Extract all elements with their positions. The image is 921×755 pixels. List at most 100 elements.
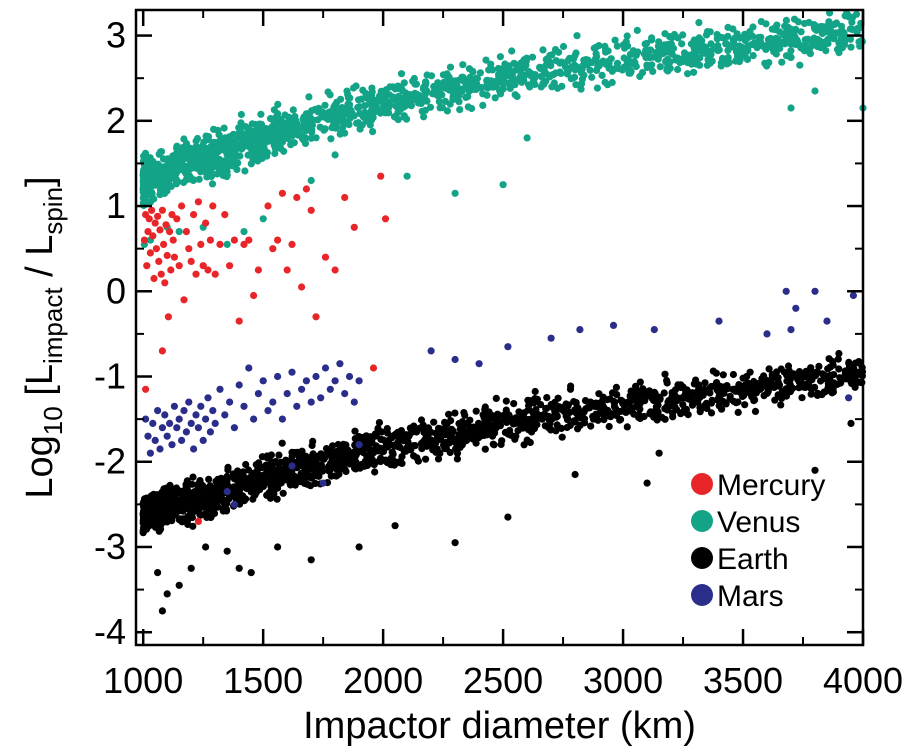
data-point [166,419,174,427]
y-tick-label: -4 [94,611,126,652]
data-point [211,270,219,278]
data-point [235,564,243,572]
data-point [247,569,255,577]
data-point [849,291,858,300]
data-point [249,477,257,485]
data-point [350,223,358,231]
data-point [447,417,455,425]
data-point [168,441,176,449]
data-point [775,381,784,389]
data-point [351,427,359,435]
data-point [472,407,480,415]
data-point [412,80,420,88]
data-point [546,416,554,424]
data-point [157,270,165,278]
data-point [815,362,823,370]
data-point [248,484,256,492]
data-point [547,425,555,433]
data-point [578,80,586,88]
data-point [302,452,310,460]
data-point [413,454,421,462]
legend-item-mercury: Mercury [691,469,825,502]
data-point [226,398,234,406]
data-point [319,479,327,487]
data-point [652,403,661,411]
data-point [158,424,166,432]
data-point [286,117,294,125]
data-point [622,38,630,46]
data-point [323,450,331,458]
data-point [787,104,795,112]
data-point [704,55,712,63]
data-point [483,91,491,99]
data-point [303,468,311,476]
data-point [369,364,378,372]
data-point [773,21,781,29]
data-point [243,484,251,493]
data-point [326,385,334,393]
data-point [321,125,329,133]
data-point [490,441,498,449]
data-point [724,23,732,31]
data-point [156,226,164,234]
data-point [233,165,241,174]
data-point [182,428,190,436]
data-point [258,453,266,461]
data-point [680,392,689,400]
data-point [787,326,795,334]
data-point [379,436,388,444]
data-point [366,99,374,107]
data-point [641,397,649,405]
data-point [208,180,217,188]
data-point [633,26,641,34]
data-point [200,144,208,152]
data-point [175,262,183,270]
data-point [632,402,640,410]
data-point [188,480,196,488]
data-point [381,215,390,223]
data-point [852,10,861,18]
data-point [845,394,853,402]
data-point [189,503,198,511]
data-point [760,372,768,380]
data-point [277,458,285,466]
data-point [331,151,339,159]
data-point [609,321,618,329]
data-point [178,202,186,210]
data-point [143,262,151,270]
data-point [694,398,702,406]
data-point [623,32,631,40]
data-point [849,26,857,34]
data-point [661,415,669,423]
data-point [485,66,493,74]
data-point [630,48,638,56]
data-point [312,372,320,381]
data-point [828,32,837,41]
data-point [164,155,172,163]
data-point [496,53,504,61]
data-point [635,413,643,421]
data-point [161,411,169,419]
data-point [574,425,582,433]
data-point [560,408,568,416]
data-point [152,245,160,253]
data-point [147,174,156,183]
data-point [642,53,650,62]
data-point [250,415,258,423]
data-point [173,144,181,152]
data-point [824,365,832,373]
data-point [525,68,533,76]
data-point [577,85,585,93]
data-point [235,381,243,389]
data-point [445,86,454,94]
data-point [734,408,742,416]
data-point [140,236,148,244]
data-point [464,82,472,90]
data-point [475,360,483,368]
y-axis-impact-sub: impact [38,287,68,364]
data-point [335,470,343,478]
data-point [398,100,406,108]
data-point [453,455,461,463]
data-point [182,480,190,489]
data-point [559,42,568,51]
